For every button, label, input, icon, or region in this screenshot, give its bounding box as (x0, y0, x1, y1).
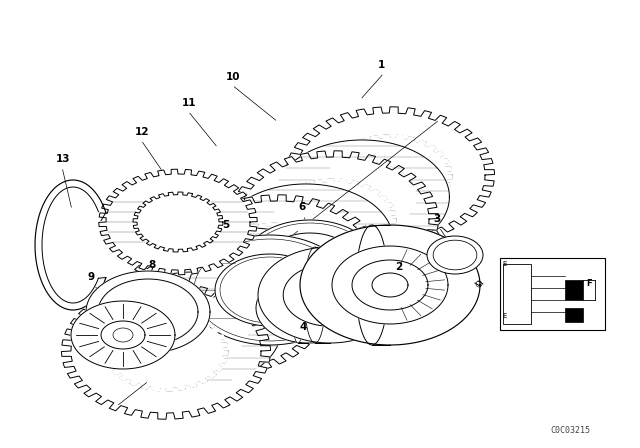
Text: 5: 5 (222, 220, 229, 230)
Bar (500, 258, 605, 330)
Polygon shape (284, 264, 377, 326)
Polygon shape (332, 246, 448, 324)
Polygon shape (104, 311, 228, 391)
Polygon shape (230, 151, 438, 287)
Polygon shape (270, 283, 346, 333)
Text: E: E (502, 261, 506, 267)
Text: 9: 9 (88, 272, 95, 282)
Text: 1: 1 (378, 60, 385, 70)
Polygon shape (61, 283, 271, 419)
Polygon shape (188, 235, 352, 345)
Polygon shape (219, 184, 394, 298)
Polygon shape (256, 273, 360, 343)
Polygon shape (285, 107, 495, 243)
Polygon shape (372, 273, 408, 297)
Text: 8: 8 (148, 260, 156, 270)
Polygon shape (252, 206, 360, 276)
Polygon shape (215, 254, 325, 326)
Text: C0C03215: C0C03215 (550, 426, 590, 435)
Text: E: E (502, 313, 506, 319)
Polygon shape (216, 223, 340, 303)
Polygon shape (160, 267, 284, 347)
Ellipse shape (113, 328, 133, 342)
Polygon shape (195, 250, 305, 320)
Polygon shape (275, 140, 449, 254)
Polygon shape (86, 271, 210, 353)
Text: 2: 2 (395, 262, 403, 272)
Polygon shape (107, 272, 282, 386)
Ellipse shape (292, 273, 304, 343)
Text: 6: 6 (298, 202, 305, 212)
Text: F: F (586, 279, 591, 288)
Polygon shape (71, 301, 175, 369)
Ellipse shape (433, 240, 477, 270)
Text: 10: 10 (226, 72, 241, 82)
Polygon shape (258, 247, 402, 343)
Text: 3: 3 (433, 214, 440, 224)
Polygon shape (242, 220, 378, 310)
Polygon shape (101, 321, 145, 349)
Polygon shape (98, 279, 198, 345)
Polygon shape (99, 169, 257, 275)
Polygon shape (300, 225, 480, 345)
Ellipse shape (427, 236, 483, 274)
Bar (565, 280, 583, 300)
Polygon shape (163, 228, 337, 342)
Text: 4: 4 (300, 322, 307, 332)
Text: 13: 13 (56, 154, 70, 164)
Polygon shape (262, 233, 358, 297)
Bar (565, 308, 583, 322)
Polygon shape (272, 179, 396, 259)
Polygon shape (307, 162, 417, 232)
Polygon shape (133, 192, 223, 252)
Polygon shape (173, 195, 383, 331)
Ellipse shape (130, 271, 142, 353)
Polygon shape (118, 239, 326, 375)
Polygon shape (140, 294, 248, 364)
Text: 11: 11 (182, 98, 196, 108)
Polygon shape (352, 260, 428, 310)
Polygon shape (328, 135, 452, 215)
Text: 12: 12 (135, 127, 150, 137)
Bar (503, 264, 531, 324)
